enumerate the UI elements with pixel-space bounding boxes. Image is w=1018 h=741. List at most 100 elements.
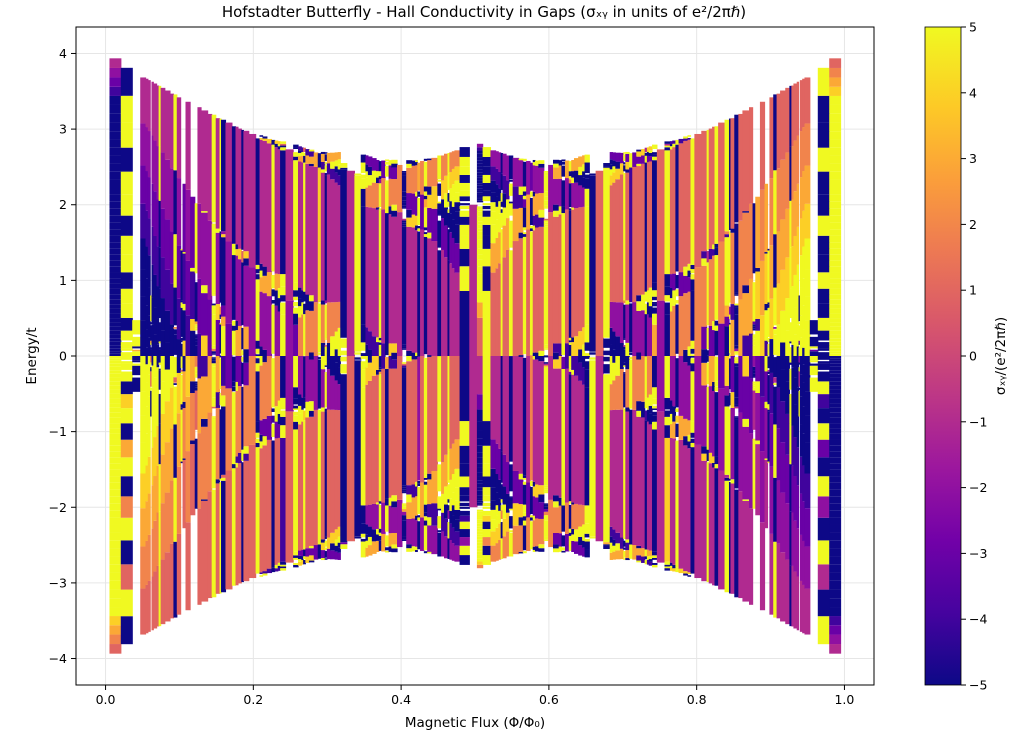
gap-region	[176, 245, 182, 299]
gap-region	[675, 415, 680, 423]
gap-region	[109, 373, 122, 378]
gap-region	[330, 356, 336, 376]
gap-region	[308, 416, 315, 546]
gap-region	[755, 330, 761, 356]
gap-region	[694, 444, 702, 579]
gap-region	[615, 532, 621, 544]
gap-region	[221, 305, 227, 317]
gap-region	[749, 333, 754, 379]
gap-region	[147, 356, 151, 375]
gap-region	[406, 502, 413, 519]
gap-region	[829, 299, 842, 305]
gap-region	[789, 247, 792, 289]
gap-region	[759, 189, 766, 261]
gap-region	[603, 542, 611, 545]
gap-region	[109, 356, 122, 359]
gap-region	[636, 416, 642, 546]
gap-region	[235, 126, 239, 245]
gap-region	[724, 385, 730, 396]
gap-region	[490, 243, 497, 273]
gap-region	[652, 398, 658, 405]
gap-region	[482, 156, 492, 167]
gap-region	[427, 232, 432, 239]
gap-region	[829, 326, 842, 331]
gap-region	[459, 463, 470, 477]
gap-region	[391, 343, 398, 353]
gap-region	[109, 482, 122, 490]
gap-region	[406, 548, 413, 552]
gap-region	[780, 269, 786, 311]
gap-region	[371, 158, 377, 171]
gap-region	[532, 359, 536, 482]
gap-region	[145, 127, 149, 172]
gap-region	[789, 423, 792, 465]
gap-region	[385, 159, 390, 162]
gap-region	[441, 180, 445, 200]
gap-region	[589, 360, 597, 537]
gap-region	[140, 339, 147, 356]
gap-region	[274, 568, 279, 572]
gap-region	[571, 356, 575, 370]
gap-region	[420, 482, 425, 518]
gap-region	[508, 250, 514, 356]
gap-region	[259, 139, 264, 264]
gap-region	[423, 481, 428, 485]
gap-region	[277, 567, 281, 571]
gap-region	[109, 363, 122, 367]
gap-region	[401, 175, 407, 192]
gap-region	[543, 509, 549, 512]
gap-region	[785, 454, 790, 504]
gap-region	[609, 301, 613, 328]
gap-region	[330, 375, 336, 410]
gap-region	[817, 363, 830, 370]
gap-region	[526, 482, 531, 518]
gap-region	[301, 356, 304, 398]
gap-region	[829, 398, 842, 404]
gap-region	[506, 493, 510, 513]
gap-region	[759, 356, 766, 397]
gap-region	[652, 290, 658, 297]
gap-region	[582, 384, 586, 506]
gap-region	[156, 367, 160, 394]
gap-region	[664, 564, 671, 567]
gap-region	[153, 476, 158, 521]
gap-region	[632, 545, 637, 560]
gap-region	[385, 535, 390, 547]
gap-region	[176, 97, 182, 179]
gap-region	[120, 394, 133, 409]
gap-region	[767, 407, 771, 410]
gap-region	[313, 356, 319, 410]
gap-region	[561, 369, 566, 499]
gap-region	[160, 257, 166, 299]
gap-region	[664, 425, 671, 438]
gap-region	[817, 439, 830, 458]
gap-region	[417, 197, 421, 226]
gap-region	[518, 186, 524, 195]
gap-region	[449, 523, 453, 541]
gap-region	[796, 387, 800, 415]
gap-region	[271, 408, 276, 412]
gap-region	[476, 480, 484, 484]
gap-region	[798, 387, 801, 390]
gap-region	[522, 481, 527, 485]
gap-region	[773, 386, 778, 425]
gap-region	[829, 366, 842, 371]
gap-region	[571, 502, 575, 505]
gap-region	[500, 173, 504, 190]
gap-region	[221, 474, 227, 478]
gap-region	[512, 356, 520, 471]
gap-region	[176, 413, 182, 467]
gap-region	[552, 501, 560, 508]
gap-region	[728, 317, 732, 319]
gap-region	[730, 232, 735, 305]
gap-region	[378, 535, 382, 541]
gap-region	[793, 476, 798, 521]
gap-region	[730, 392, 735, 408]
gap-region	[564, 343, 570, 369]
gap-region	[632, 152, 637, 167]
gap-region	[185, 356, 191, 397]
gap-region	[459, 166, 470, 175]
gap-region	[538, 544, 545, 549]
gap-region	[652, 307, 658, 314]
gap-region	[752, 438, 756, 509]
